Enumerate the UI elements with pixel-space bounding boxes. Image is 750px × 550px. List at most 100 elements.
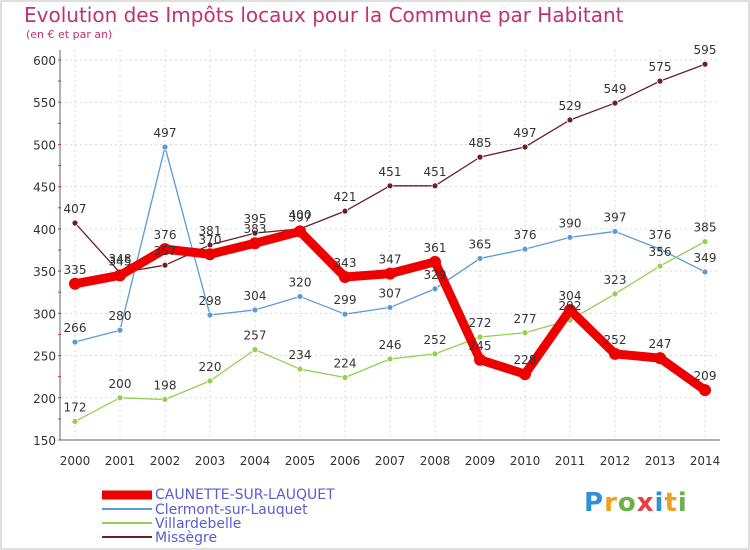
data-point-1 <box>566 233 574 241</box>
data-point-0 <box>429 255 441 268</box>
data-label-1: 365 <box>469 237 492 251</box>
data-label-0: 376 <box>154 228 177 242</box>
data-label-0: 245 <box>469 339 492 353</box>
data-point-0 <box>204 248 216 261</box>
data-label-1: 266 <box>64 321 87 335</box>
x-tick-label: 2007 <box>375 454 406 468</box>
data-label-3: 357 <box>154 244 177 258</box>
data-label-2: 292 <box>559 299 582 313</box>
data-label-2: 323 <box>604 273 627 287</box>
data-label-0: 252 <box>604 333 627 347</box>
data-point-2 <box>251 346 259 354</box>
x-tick-label: 2011 <box>555 454 586 468</box>
chart-title: Evolution des Impôts locaux pour la Comm… <box>24 3 624 27</box>
data-point-2 <box>296 365 304 373</box>
proxiti-logo: Proxiti <box>584 488 688 518</box>
data-point-1 <box>206 311 214 319</box>
data-label-3: 407 <box>64 202 87 216</box>
data-point-3 <box>521 143 529 151</box>
data-point-2 <box>701 238 709 245</box>
data-label-2: 198 <box>154 378 177 392</box>
data-label-0: 209 <box>694 369 717 383</box>
data-label-2: 356 <box>649 245 672 259</box>
data-point-0 <box>69 277 81 290</box>
data-label-1: 307 <box>379 286 402 300</box>
data-label-0: 361 <box>424 241 447 255</box>
data-point-1 <box>341 310 349 318</box>
data-point-0 <box>474 353 486 366</box>
logo-letter: r <box>604 488 618 518</box>
data-point-0 <box>159 243 171 256</box>
y-tick-label: 500 <box>33 138 56 152</box>
data-point-1 <box>386 304 394 311</box>
data-point-2 <box>476 333 484 341</box>
data-label-0: 304 <box>559 289 582 303</box>
data-point-1 <box>476 255 484 262</box>
data-label-1: 376 <box>649 228 672 242</box>
data-label-2: 277 <box>514 312 537 326</box>
chart-subtitle: (en € et par an) <box>26 28 113 41</box>
y-tick-label: 200 <box>33 392 56 406</box>
logo-letter: P <box>584 488 605 518</box>
data-label-3: 395 <box>244 212 267 226</box>
data-point-1 <box>116 326 124 334</box>
data-label-2: 257 <box>244 329 267 343</box>
data-point-3 <box>431 182 439 190</box>
data-point-1 <box>431 285 439 293</box>
data-label-3: 595 <box>694 43 717 57</box>
data-label-1: 320 <box>289 275 312 289</box>
data-point-2 <box>71 418 79 425</box>
data-point-2 <box>341 374 349 381</box>
data-point-3 <box>386 182 394 190</box>
x-tick-label: 2010 <box>510 454 541 468</box>
y-tick-label: 400 <box>33 223 56 237</box>
x-tick-label: 2014 <box>690 454 721 468</box>
data-point-0 <box>519 368 531 381</box>
data-label-3: 549 <box>604 82 627 96</box>
data-point-2 <box>206 377 214 385</box>
data-point-3 <box>251 229 259 237</box>
data-label-2: 220 <box>199 360 222 374</box>
data-label-1: 298 <box>199 294 222 308</box>
data-point-1 <box>701 268 709 276</box>
data-point-3 <box>656 77 664 85</box>
data-point-2 <box>656 262 664 270</box>
data-label-0: 347 <box>379 253 402 267</box>
data-label-3: 451 <box>424 165 447 179</box>
data-point-3 <box>161 261 169 269</box>
logo-letter: t <box>664 488 678 518</box>
data-label-2: 224 <box>334 357 357 371</box>
x-tick-label: 2002 <box>150 454 181 468</box>
data-point-0 <box>564 303 576 316</box>
x-tick-label: 2013 <box>645 454 676 468</box>
logo-letter: i <box>654 488 665 518</box>
data-point-0 <box>294 225 306 238</box>
y-tick-label: 300 <box>33 307 56 321</box>
data-label-0: 335 <box>64 263 87 277</box>
y-tick-label: 600 <box>33 54 56 68</box>
logo-letter: i <box>677 488 688 518</box>
data-label-0: 345 <box>109 254 132 268</box>
data-point-0 <box>699 384 711 397</box>
data-label-1: 304 <box>244 289 267 303</box>
data-label-0: 397 <box>289 210 312 224</box>
data-label-1: 397 <box>604 210 627 224</box>
data-label-2: 234 <box>289 348 312 362</box>
data-point-3 <box>206 241 214 249</box>
x-tick-label: 2000 <box>60 454 91 468</box>
data-point-0 <box>114 269 126 282</box>
data-point-0 <box>654 352 666 365</box>
x-tick-label: 2006 <box>330 454 361 468</box>
data-label-3: 400 <box>289 208 312 222</box>
data-label-2: 200 <box>109 377 132 391</box>
data-point-3 <box>611 99 619 107</box>
logo-letter: o <box>617 488 637 518</box>
x-tick-label: 2004 <box>240 454 271 468</box>
data-label-1: 349 <box>694 251 717 265</box>
data-label-0: 228 <box>514 353 537 367</box>
legend-label-caunette: CAUNETTE-SUR-LAUQUET <box>155 487 335 503</box>
data-label-1: 329 <box>424 268 447 282</box>
legend-label-villardebelle: Villardebelle <box>155 516 242 532</box>
data-label-2: 172 <box>64 400 87 414</box>
